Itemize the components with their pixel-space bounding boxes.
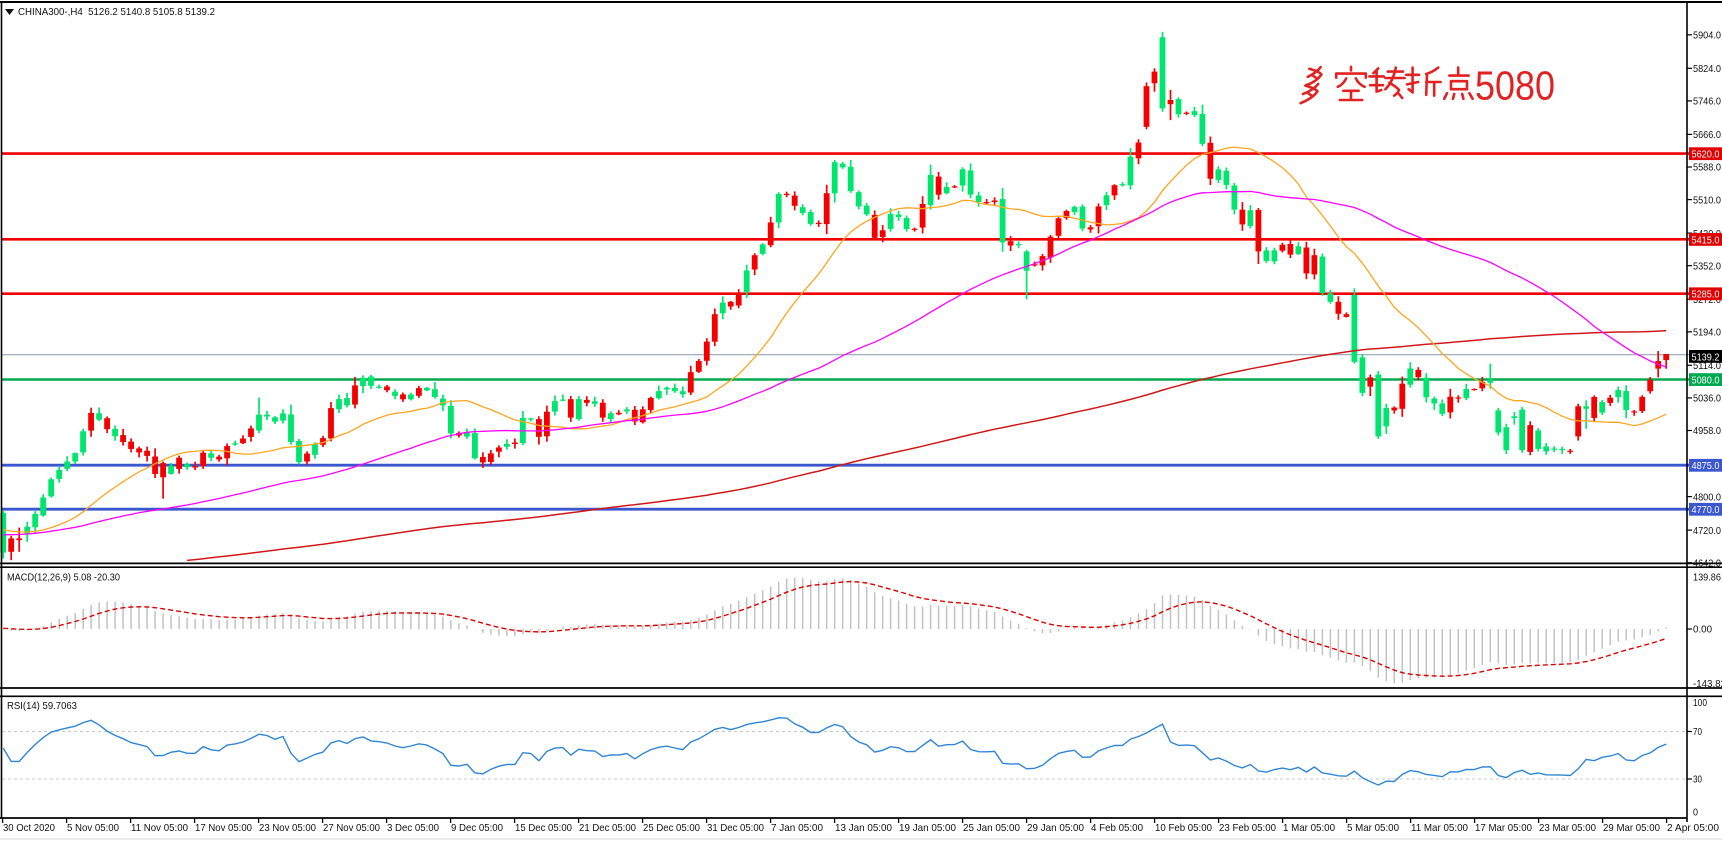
svg-text:3 Dec 05:00: 3 Dec 05:00	[387, 822, 439, 834]
svg-text:4958.0: 4958.0	[1693, 425, 1721, 437]
svg-text:17 Nov 05:00: 17 Nov 05:00	[195, 822, 252, 834]
svg-text:13 Jan 05:00: 13 Jan 05:00	[835, 822, 892, 834]
svg-text:-143.82: -143.82	[1693, 678, 1722, 690]
svg-text:5036.0: 5036.0	[1693, 393, 1721, 405]
svg-text:4 Feb 05:00: 4 Feb 05:00	[1091, 822, 1143, 834]
svg-text:5080.0: 5080.0	[1692, 375, 1720, 387]
svg-text:2 Apr 05:00: 2 Apr 05:00	[1667, 822, 1719, 834]
svg-text:5824.0: 5824.0	[1693, 63, 1721, 75]
svg-text:5904.0: 5904.0	[1693, 30, 1721, 42]
svg-text:5139.2: 5139.2	[1692, 351, 1720, 363]
svg-text:21 Dec 05:00: 21 Dec 05:00	[579, 822, 636, 834]
svg-text:9 Dec 05:00: 9 Dec 05:00	[451, 822, 503, 834]
svg-text:4720.0: 4720.0	[1693, 525, 1721, 537]
svg-text:5620.0: 5620.0	[1692, 149, 1720, 161]
svg-text:29 Mar 05:00: 29 Mar 05:00	[1603, 822, 1660, 834]
svg-text:11 Mar 05:00: 11 Mar 05:00	[1411, 822, 1468, 834]
svg-text:30 Oct 2020: 30 Oct 2020	[3, 822, 55, 834]
svg-text:5 Nov 05:00: 5 Nov 05:00	[67, 822, 119, 834]
svg-text:5114.0: 5114.0	[1693, 360, 1721, 372]
svg-text:1 Mar 05:00: 1 Mar 05:00	[1283, 822, 1335, 834]
svg-text:27 Nov 05:00: 27 Nov 05:00	[323, 822, 380, 834]
svg-text:4770.0: 4770.0	[1692, 504, 1720, 516]
svg-text:11 Nov 05:00: 11 Nov 05:00	[131, 822, 188, 834]
svg-text:31 Dec 05:00: 31 Dec 05:00	[707, 822, 764, 834]
svg-text:17 Mar 05:00: 17 Mar 05:00	[1475, 822, 1532, 834]
svg-text:70: 70	[1693, 726, 1702, 738]
svg-text:CHINA300-,H4 5126.2 5140.8 51: CHINA300-,H4 5126.2 5140.8 5105.8 5139.2	[18, 6, 215, 18]
svg-text:5588.0: 5588.0	[1693, 162, 1721, 174]
svg-text:23 Nov 05:00: 23 Nov 05:00	[259, 822, 316, 834]
svg-text:25 Jan 05:00: 25 Jan 05:00	[963, 822, 1020, 834]
svg-text:5415.0: 5415.0	[1692, 234, 1720, 246]
svg-text:4875.0: 4875.0	[1692, 460, 1720, 472]
svg-text:5666.0: 5666.0	[1693, 129, 1721, 141]
svg-text:5080: 5080	[1475, 63, 1555, 109]
svg-text:19 Jan 05:00: 19 Jan 05:00	[899, 822, 956, 834]
svg-text:139.86: 139.86	[1693, 571, 1721, 583]
svg-text:15 Dec 05:00: 15 Dec 05:00	[515, 822, 572, 834]
svg-text:5352.0: 5352.0	[1693, 260, 1721, 272]
svg-text:5285.0: 5285.0	[1692, 289, 1720, 301]
svg-text:29 Jan 05:00: 29 Jan 05:00	[1027, 822, 1084, 834]
svg-text:30: 30	[1693, 774, 1702, 786]
svg-text:5510.0: 5510.0	[1693, 194, 1721, 206]
svg-text:23 Feb 05:00: 23 Feb 05:00	[1219, 822, 1276, 834]
svg-text:4800.0: 4800.0	[1693, 491, 1721, 503]
svg-text:5 Mar 05:00: 5 Mar 05:00	[1347, 822, 1399, 834]
svg-text:4642.0: 4642.0	[1693, 557, 1721, 569]
svg-text:100: 100	[1693, 697, 1707, 709]
svg-text:MACD(12,26,9) 5.08 -20.30: MACD(12,26,9) 5.08 -20.30	[7, 572, 120, 584]
svg-text:25 Dec 05:00: 25 Dec 05:00	[643, 822, 700, 834]
svg-text:23 Mar 05:00: 23 Mar 05:00	[1539, 822, 1596, 834]
svg-text:0: 0	[1693, 807, 1698, 819]
svg-text:0.00: 0.00	[1693, 624, 1712, 636]
svg-text:10 Feb 05:00: 10 Feb 05:00	[1155, 822, 1212, 834]
svg-text:5746.0: 5746.0	[1693, 96, 1721, 108]
svg-text:5194.0: 5194.0	[1693, 327, 1721, 339]
svg-text:RSI(14) 59.7063: RSI(14) 59.7063	[7, 700, 77, 712]
svg-text:7 Jan 05:00: 7 Jan 05:00	[771, 822, 823, 834]
